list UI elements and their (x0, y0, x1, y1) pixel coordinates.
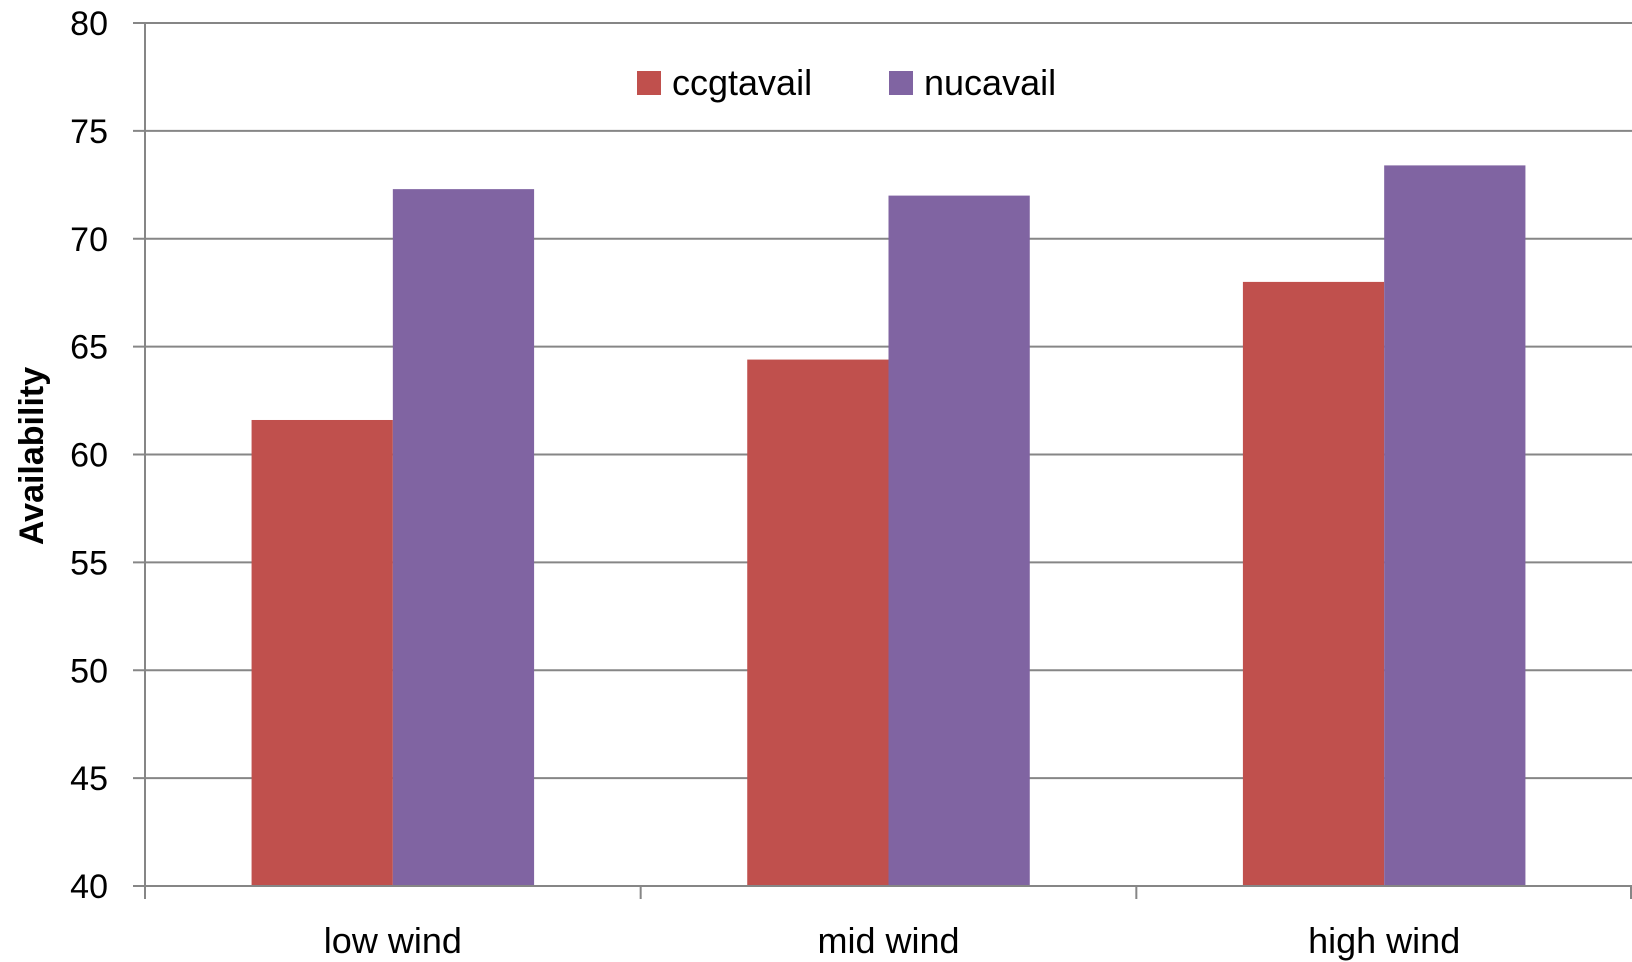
y-tick-labels: 40 45 50 55 60 65 70 75 80 (70, 5, 108, 906)
x-tick-label-low-wind: low wind (324, 920, 462, 961)
bar-nucavail-low-wind (392, 189, 535, 886)
bar-ccgtavail-low-wind (251, 419, 393, 886)
y-tick-label-40: 40 (70, 868, 108, 906)
x-tick-label-mid-wind: mid wind (817, 920, 959, 961)
legend-item-nucavail: nucavail (889, 62, 1056, 103)
bar-ccgtavail-mid-wind (747, 359, 889, 886)
x-tick-label-high-wind: high wind (1308, 920, 1460, 961)
legend-swatch-nucavail (889, 71, 913, 95)
legend: ccgtavail nucavail (637, 62, 1056, 103)
legend-label-ccgtavail: ccgtavail (672, 62, 812, 103)
y-tick-label-65: 65 (70, 329, 108, 367)
y-tick-label-80: 80 (70, 5, 108, 43)
legend-swatch-ccgtavail (637, 71, 661, 95)
bar-nucavail-high-wind (1384, 165, 1526, 886)
axes (133, 23, 1632, 899)
y-tick-label-70: 70 (70, 221, 108, 259)
y-tick-label-75: 75 (70, 113, 108, 151)
y-tick-label-50: 50 (70, 652, 108, 690)
legend-label-nucavail: nucavail (924, 62, 1056, 103)
bar-nucavail-mid-wind (888, 195, 1030, 887)
bar-ccgtavail-high-wind (1242, 281, 1385, 886)
y-tick-label-45: 45 (70, 760, 108, 798)
y-tick-label-55: 55 (70, 544, 108, 582)
y-tick-label-60: 60 (70, 437, 108, 475)
y-axis-title: Availability (13, 367, 51, 545)
bars (251, 165, 1526, 887)
legend-item-ccgtavail: ccgtavail (637, 62, 812, 103)
x-tick-labels: low wind mid wind high wind (324, 920, 1460, 961)
